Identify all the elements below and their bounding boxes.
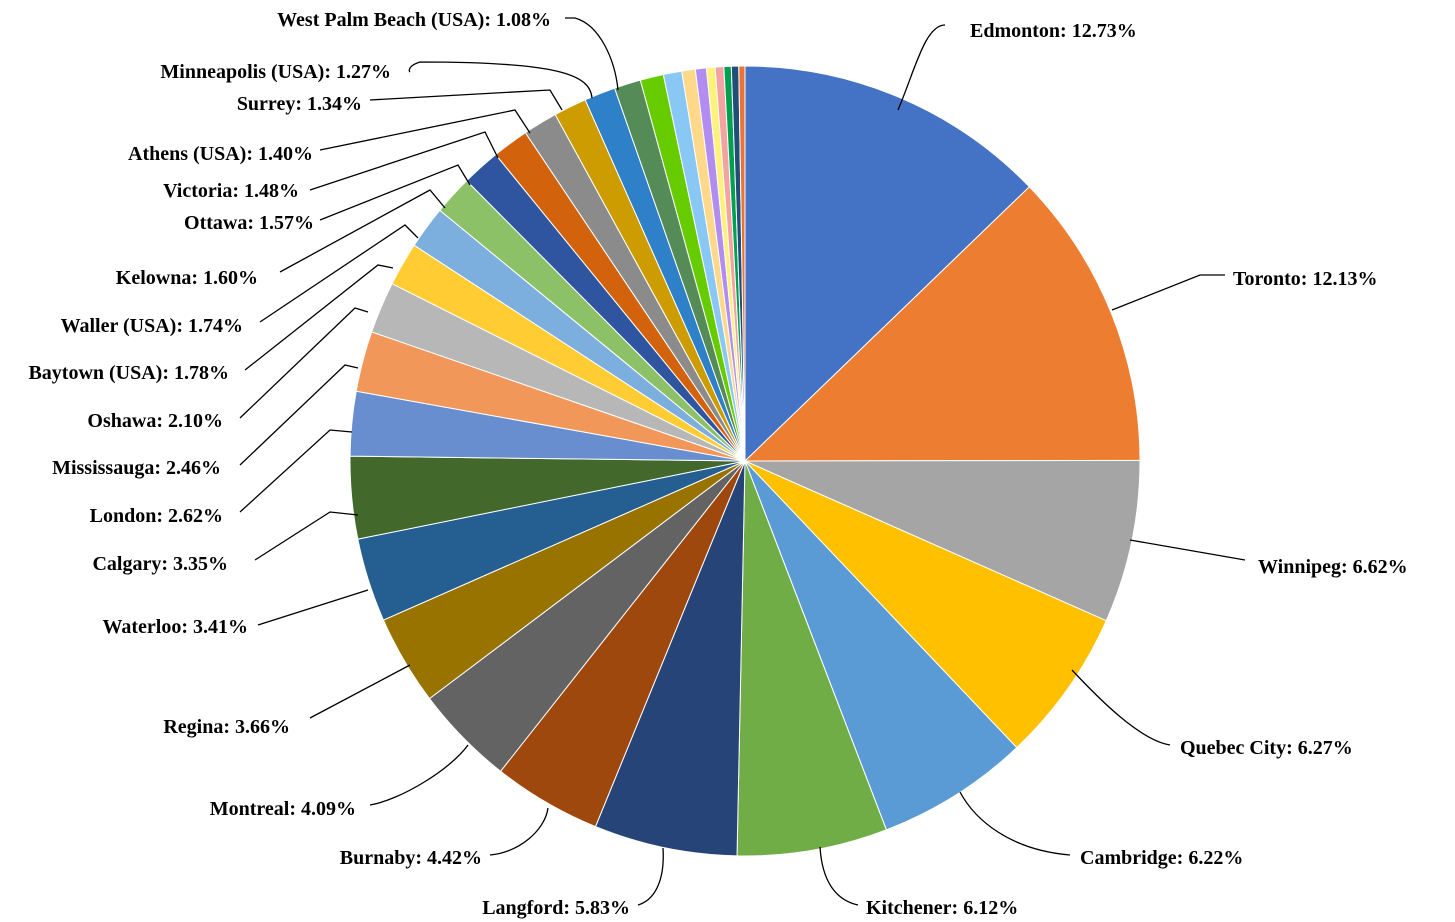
data-label-minneapolis: Minneapolis (USA): 1.27%: [160, 61, 391, 83]
data-label-kelowna: Kelowna: 1.60%: [116, 267, 258, 289]
pie-slice-quebec-city: [744, 460, 1107, 749]
leader-line-baytown: [244, 264, 394, 371]
pie-slice-langford: [594, 460, 746, 857]
leader-line-ottawa: [319, 164, 471, 221]
data-label-edmonton: Edmonton: 12.73%: [970, 20, 1137, 42]
data-label-west-palm-beach: West Palm Beach (USA): 1.08%: [277, 9, 551, 31]
data-label-surrey: Surrey: 1.34%: [237, 93, 362, 115]
data-label-victoria: Victoria: 1.48%: [163, 180, 299, 202]
data-label-calgary: Calgary: 3.35%: [92, 553, 228, 575]
leader-line-edmonton: [897, 24, 946, 111]
leader-line-athens: [319, 109, 531, 151]
leader-line-surrey: [369, 89, 563, 111]
leader-line-burnaby: [489, 807, 549, 856]
data-label-quebec-city: Quebec City: 6.27%: [1180, 737, 1353, 759]
pie-slice-toronto: [743, 186, 1141, 462]
leader-line-cambridge: [959, 791, 1071, 856]
leader-line-calgary: [254, 511, 359, 561]
pie-slice-edmonton: [744, 65, 1031, 463]
data-label-toronto: Toronto: 12.13%: [1233, 268, 1377, 290]
data-label-montreal: Montreal: 4.09%: [210, 798, 356, 820]
data-label-winnipeg: Winnipeg: 6.62%: [1258, 556, 1408, 578]
leader-line-kelowna: [279, 189, 446, 273]
pie-slices: [349, 65, 1141, 857]
leader-line-langford: [637, 847, 664, 906]
leader-line-toronto: [1111, 274, 1225, 311]
leader-line-minneapolis: [408, 61, 593, 99]
data-label-regina: Regina: 3.66%: [163, 716, 290, 738]
data-label-kitchener: Kitchener: 6.12%: [866, 897, 1018, 919]
leader-line-quebec-city: [1071, 669, 1171, 746]
data-label-langford: Langford: 5.83%: [482, 897, 630, 919]
pie-slice-unlabeled-32: [738, 65, 746, 462]
data-label-waterloo: Waterloo: 3.41%: [102, 616, 248, 638]
pie-slice-winnipeg: [744, 459, 1141, 622]
data-label-athens: Athens (USA): 1.40%: [128, 143, 313, 165]
leader-line-kitchener: [819, 846, 859, 906]
pie-slice-kitchener: [736, 460, 888, 857]
data-labels: Edmonton: 12.73% Toronto: 12.13% Winnipe…: [28, 9, 1407, 919]
leader-line-regina: [309, 664, 411, 719]
data-label-oshawa: Oshawa: 2.10%: [87, 410, 223, 432]
leader-line-mississauga: [239, 364, 359, 466]
leader-line-london: [239, 429, 353, 513]
data-label-mississauga: Mississauga: 2.46%: [52, 457, 221, 479]
leader-line-waller: [259, 224, 419, 323]
data-label-london: London: 2.62%: [90, 505, 223, 527]
leader-lines: [239, 17, 1246, 906]
data-label-waller: Waller (USA): 1.74%: [61, 315, 243, 337]
leader-line-waterloo: [257, 589, 369, 626]
data-label-cambridge: Cambridge: 6.22%: [1080, 847, 1243, 869]
pie-slice-cambridge: [744, 460, 1018, 831]
data-label-burnaby: Burnaby: 4.42%: [340, 847, 482, 869]
leader-line-victoria: [309, 131, 499, 191]
leader-line-oshawa: [239, 307, 369, 419]
leader-line-montreal: [369, 744, 469, 806]
data-label-ottawa: Ottawa: 1.57%: [184, 212, 314, 234]
leader-line-winnipeg: [1129, 539, 1246, 561]
leader-line-west-palm-beach: [565, 17, 619, 91]
data-label-baytown: Baytown (USA): 1.78%: [28, 362, 229, 384]
